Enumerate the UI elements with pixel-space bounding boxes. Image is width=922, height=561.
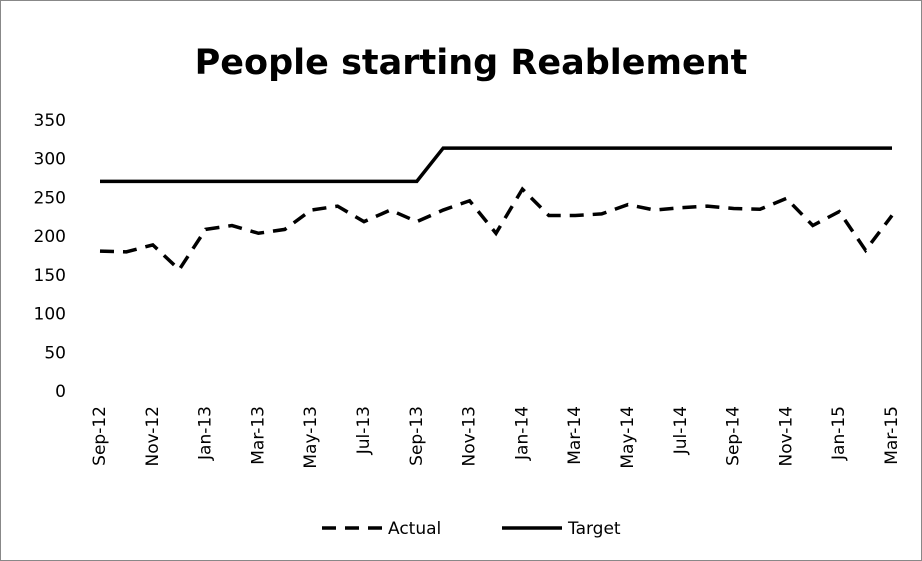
y-tick-label: 300 — [34, 150, 66, 170]
x-tick-label: Nov-13 — [460, 406, 480, 467]
x-tick-label: Mar-15 — [882, 406, 902, 465]
y-tick-label: 100 — [34, 305, 66, 325]
series-line — [100, 146, 892, 184]
x-tick-label: Jul-14 — [671, 406, 691, 455]
series-line — [99, 186, 894, 273]
legend-label: Target — [567, 519, 621, 539]
x-tick-label: Mar-13 — [248, 406, 268, 465]
y-tick-label: 50 — [44, 343, 66, 363]
y-tick-label: 200 — [34, 227, 66, 247]
x-tick-label: Sep-14 — [724, 406, 744, 466]
chart-title: People starting Reablement — [195, 43, 748, 83]
y-tick-label: 250 — [34, 188, 66, 208]
legend-label: Actual — [388, 519, 441, 539]
y-tick-label: 0 — [55, 382, 66, 402]
x-tick-label: Jan-13 — [196, 406, 216, 461]
x-tick-label: Jan-14 — [512, 406, 532, 461]
x-tick-label: Jul-13 — [354, 406, 374, 455]
x-tick-label: Sep-12 — [90, 406, 110, 466]
x-tick-label: Jan-15 — [829, 406, 849, 461]
x-tick-label: Nov-14 — [776, 406, 796, 467]
x-tick-label: Sep-13 — [407, 406, 427, 466]
y-tick-label: 150 — [34, 266, 66, 286]
x-tick-label: Mar-14 — [565, 406, 585, 465]
x-tick-label: May-14 — [618, 406, 638, 469]
x-tick-label: May-13 — [301, 406, 321, 469]
y-tick-label: 350 — [34, 111, 66, 131]
x-tick-label: Nov-12 — [143, 406, 163, 467]
